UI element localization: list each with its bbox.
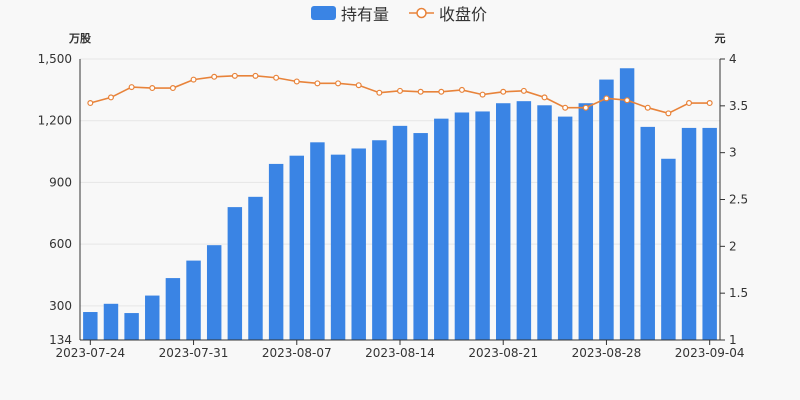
bar-holdings: [537, 105, 552, 340]
legend-label-holdings: 持有量: [341, 5, 389, 24]
bar-holdings: [310, 142, 325, 340]
bar-holdings: [702, 127, 717, 340]
bar-holdings: [145, 295, 160, 340]
legend-swatch-holdings: [311, 6, 336, 20]
point-price: [686, 100, 693, 107]
point-price: [706, 100, 713, 107]
bar-holdings: [475, 111, 490, 340]
bar-holdings: [165, 278, 181, 340]
point-price: [417, 88, 424, 95]
tick-labels: 134 300 600 900 1,200 1,500 1 1.5 2 2.5 3 3.5 4 2023-…: [38, 52, 748, 360]
legend-label-price: 收盘价: [439, 5, 487, 24]
point-price: [128, 84, 135, 91]
point-price: [582, 104, 589, 111]
y-right-unit: 元: [715, 32, 726, 45]
bar-holdings: [186, 260, 201, 340]
bar-holdings: [372, 140, 387, 340]
bar-holdings: [124, 313, 139, 340]
point-price: [149, 85, 156, 92]
bar-holdings: [599, 79, 614, 340]
x-tick-label: 2023-07-31: [159, 346, 229, 360]
point-price: [107, 94, 114, 101]
legend[interactable]: 持有量 收盘价: [311, 5, 487, 24]
point-price: [520, 87, 527, 94]
bar-holdings: [454, 112, 470, 341]
y-left-tick-label: 600: [49, 237, 72, 251]
bar-holdings: [557, 116, 573, 340]
y-right-tick-label: 2: [729, 239, 737, 253]
point-price: [335, 80, 342, 87]
bar-holdings: [681, 127, 697, 340]
y-left-tick-label: 1,200: [38, 114, 72, 128]
point-price: [479, 91, 486, 98]
bar-holdings: [434, 118, 449, 340]
point-price: [458, 86, 465, 93]
x-tick-label: 2023-08-28: [572, 346, 642, 360]
bar-holdings: [516, 101, 532, 341]
y-left-tick-label: 300: [49, 299, 72, 313]
point-price: [644, 104, 651, 111]
y-right-tick-label: 4: [729, 52, 737, 66]
bar-holdings: [351, 148, 366, 340]
y-left-tick-label: 1,500: [38, 52, 72, 66]
y-left-unit: 万股: [68, 32, 92, 45]
x-tick-label: 2023-08-14: [365, 346, 435, 360]
bar-holdings: [496, 103, 511, 341]
line-price: [90, 75, 710, 115]
point-price: [397, 87, 404, 94]
y-right-tick-label: 2.5: [729, 193, 748, 207]
bar-holdings: [83, 312, 98, 340]
y-right-tick-label: 3.5: [729, 99, 748, 113]
bar-holdings: [330, 154, 346, 340]
point-price: [169, 85, 176, 92]
bar-holdings: [206, 245, 222, 340]
y-right-tick-label: 1.5: [729, 286, 748, 300]
bar-holdings: [103, 303, 119, 340]
bar-series: [83, 68, 717, 341]
point-price: [211, 73, 218, 80]
bar-holdings: [578, 103, 594, 341]
x-tick-label: 2023-07-24: [55, 346, 125, 360]
point-price: [665, 110, 672, 117]
point-price: [314, 80, 321, 87]
bar-holdings: [619, 68, 635, 340]
y-right-tick-label: 3: [729, 146, 737, 160]
point-price: [500, 88, 507, 95]
point-price: [87, 100, 94, 107]
y-left-tick-label: 134: [49, 333, 72, 347]
bar-holdings: [248, 196, 263, 340]
point-price: [293, 78, 300, 85]
point-price: [438, 88, 445, 95]
point-price: [541, 94, 548, 101]
y-right-tick-label: 1: [729, 333, 737, 347]
point-price: [603, 95, 610, 102]
bar-holdings: [289, 155, 304, 340]
point-price: [562, 104, 569, 111]
point-price: [624, 97, 631, 104]
x-tick-label: 2023-08-21: [468, 346, 538, 360]
bar-holdings: [268, 163, 284, 340]
bar-holdings: [392, 125, 408, 341]
point-price: [355, 82, 362, 89]
bar-holdings: [661, 158, 676, 340]
x-tick-label: 2023-09-04: [675, 346, 745, 360]
bar-holdings: [227, 207, 243, 340]
axes: [79, 58, 725, 345]
y-left-tick-label: 900: [49, 175, 72, 189]
point-price: [252, 72, 259, 79]
point-price: [376, 89, 383, 96]
legend-marker-price: [416, 7, 427, 19]
x-tick-label: 2023-08-07: [262, 346, 332, 360]
bar-holdings: [413, 133, 428, 340]
point-price: [273, 74, 280, 81]
point-price: [231, 72, 238, 79]
point-price: [190, 76, 197, 83]
bar-holdings: [640, 126, 655, 340]
line-series: [87, 72, 713, 117]
